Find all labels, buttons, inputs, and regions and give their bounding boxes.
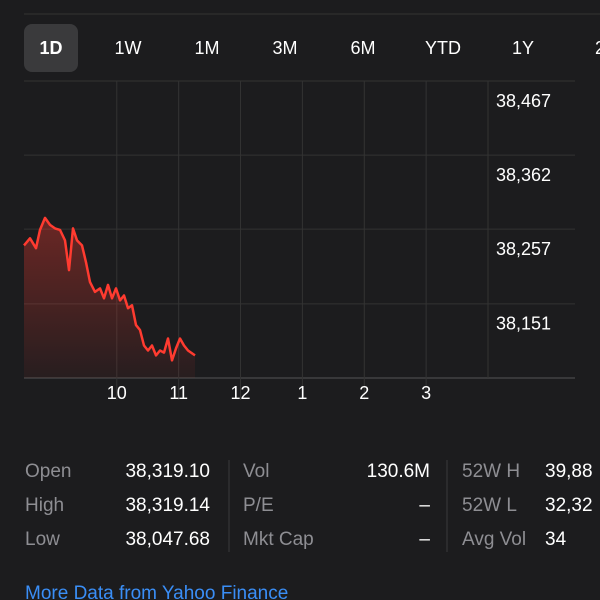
tab[interactable]: 1D [39,38,62,58]
stat-value: 39,88 [545,461,593,482]
y-tick-label: 38,362 [496,165,551,185]
stat-value: – [419,529,430,550]
stat-value: 34 [545,529,567,550]
x-tick-label: 3 [421,383,431,403]
stat-label: Low [25,529,60,550]
stat-label: 52W H [462,461,520,482]
y-tick-label: 38,467 [496,91,551,111]
stat-value: 130.6M [367,461,430,482]
tab-selected-bg [24,24,78,72]
stat-value: 38,319.14 [125,495,210,516]
tab[interactable]: 3M [272,38,297,58]
stat-label: Avg Vol [462,529,526,550]
stat-value: – [419,495,430,516]
x-tick-label: 11 [169,383,188,403]
price-line [23,216,196,362]
x-tick-label: 10 [107,383,127,403]
x-tick-label: 12 [231,383,251,403]
x-tick-label: 1 [297,383,307,403]
yahoo-link[interactable]: More Data from Yahoo Finance [25,583,288,600]
tab[interactable]: 1M [194,38,219,58]
stat-label: Open [25,461,71,482]
stat-label: 52W L [462,495,517,516]
stat-label: High [25,495,64,516]
tab[interactable]: 6M [350,38,375,58]
tab[interactable]: 2Y [595,38,600,58]
stat-label: P/E [243,495,274,516]
stat-label: Vol [243,461,269,482]
tab[interactable]: 1W [115,38,142,58]
stat-label: Mkt Cap [243,529,314,550]
stat-value: 38,319.10 [125,461,210,482]
stat-value: 38,047.68 [125,529,210,550]
y-tick-label: 38,151 [496,314,551,334]
tab[interactable]: 1Y [512,38,534,58]
stat-value: 32,32 [545,495,593,516]
y-tick-label: 38,257 [496,239,551,259]
x-tick-label: 2 [359,383,369,403]
tab[interactable]: YTD [425,38,461,58]
